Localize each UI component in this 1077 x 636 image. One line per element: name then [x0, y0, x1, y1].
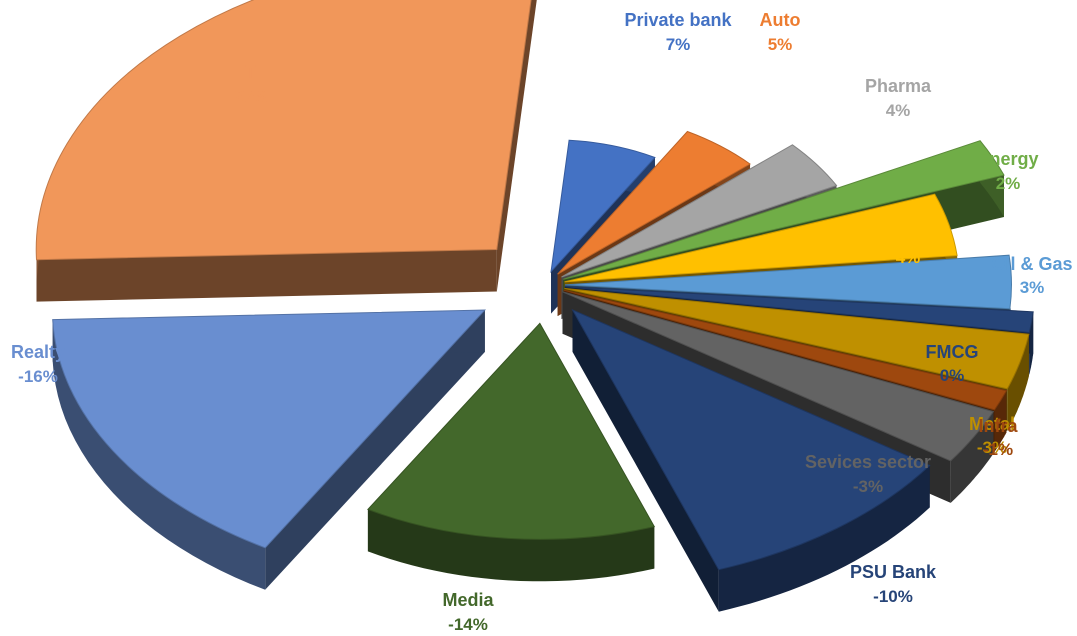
pie-slice-top — [35, 0, 532, 261]
slice-value-psu-bank: -10% — [873, 587, 913, 606]
slice-label-sevices-sector: Sevices sector — [805, 452, 931, 472]
slice-label-oil-gas: Oil & Gas — [991, 254, 1072, 274]
pie-slice-top — [52, 309, 486, 549]
slice-label-pharma: Pharma — [865, 76, 932, 96]
slice-value-metal: -3% — [977, 438, 1007, 457]
slice-value-realty: -16% — [18, 367, 58, 386]
pie-slice-top — [562, 291, 995, 462]
pie-slice-edge — [265, 310, 485, 590]
pie-slice-realty — [52, 309, 486, 590]
slice-value-fmcg: 0% — [940, 366, 965, 385]
slice-label-infra: Infra — [978, 416, 1018, 436]
pie-slices — [35, 0, 1034, 612]
pie-slice-edge — [572, 309, 719, 612]
slice-label-psu-bank: PSU Bank — [850, 562, 937, 582]
slice-value-energy: 2% — [996, 174, 1021, 193]
slice-label-private-bank: Private bank — [624, 10, 732, 30]
pie-slice-top — [564, 254, 1012, 310]
pie-slice-side — [718, 465, 930, 612]
pie-slice-side — [1007, 334, 1029, 431]
pie-slice-top — [550, 139, 656, 274]
pie-slice-top — [564, 287, 1030, 390]
pie-slice-side — [950, 411, 994, 503]
pie-slice-top — [367, 322, 656, 540]
pie-labels: Private bank 7% Auto 5% Pharma 4% Energy 2% Bank… — [11, 10, 1073, 634]
slice-value-it: -27% — [228, 87, 268, 106]
pie-slice-top — [564, 286, 1034, 334]
pie-slice-top — [571, 308, 931, 571]
slice-label-metal: Metal — [969, 414, 1015, 434]
pie-slice-top — [561, 144, 838, 278]
pie-slice-psu-bank — [571, 308, 931, 612]
pie-slice-edge — [36, 249, 497, 302]
slice-label-bank: Bank — [886, 224, 931, 244]
slice-value-sevices-sector: -3% — [853, 477, 883, 496]
pie-slice-top — [564, 193, 958, 283]
slice-label-it: IT — [240, 62, 256, 82]
pie-slice-top — [563, 289, 1008, 411]
pie-slice-it — [35, 0, 537, 302]
pie-slice-top — [557, 130, 751, 275]
slice-value-oil-gas: 3% — [1020, 278, 1045, 297]
slice-label-media: Media — [442, 590, 494, 610]
slice-label-auto: Auto — [760, 10, 801, 30]
pie-slice-media — [367, 322, 656, 582]
slice-value-pharma: 4% — [886, 101, 911, 120]
slice-label-realty: Realty — [11, 342, 65, 362]
slice-value-bank: 4% — [896, 248, 921, 267]
slice-value-infra: -1% — [983, 440, 1013, 459]
slice-label-energy: Energy — [977, 149, 1038, 169]
pie-slice-side — [367, 509, 655, 582]
slice-value-media: -14% — [448, 615, 488, 634]
pie-slice-side — [1029, 311, 1034, 375]
slice-label-fmcg: FMCG — [926, 342, 979, 362]
pie-slice-side — [52, 319, 266, 590]
pie-slice-top — [563, 140, 1005, 280]
pie-slice-edge — [496, 0, 537, 292]
slice-value-private-bank: 7% — [666, 35, 691, 54]
slice-value-auto: 5% — [768, 35, 793, 54]
